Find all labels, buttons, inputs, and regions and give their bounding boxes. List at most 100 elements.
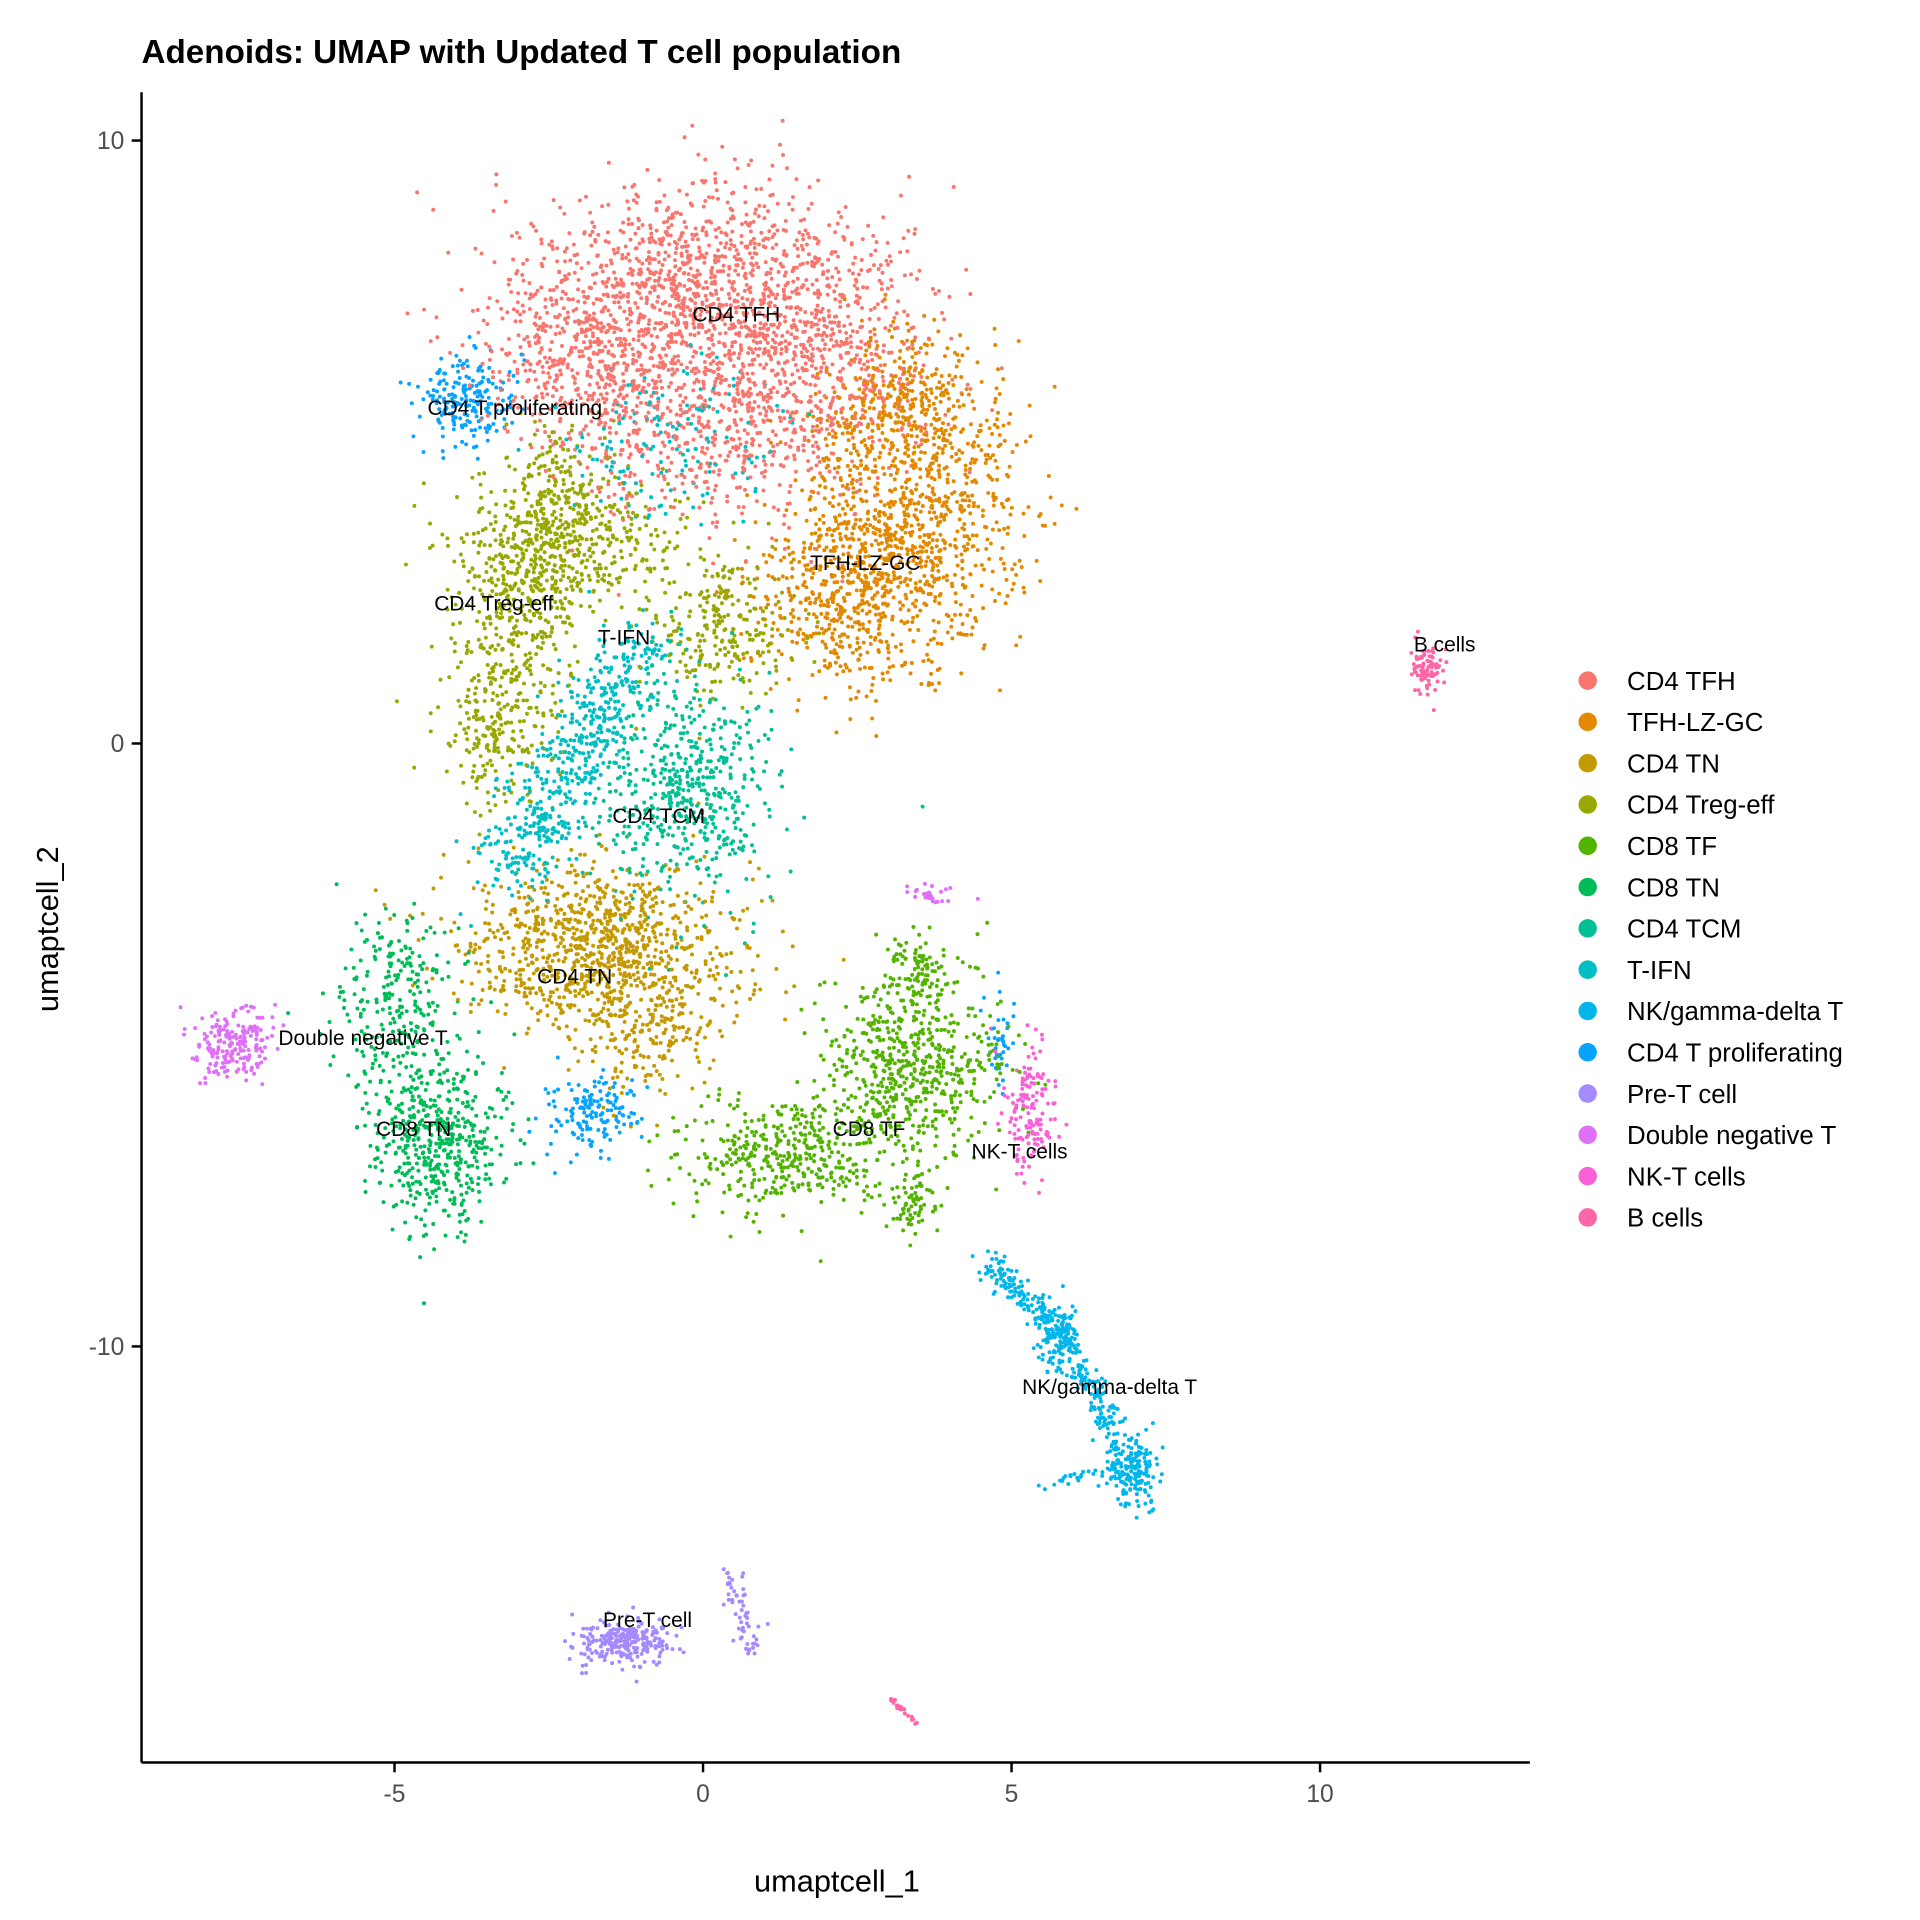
point-cd8-tn (385, 1051, 390, 1056)
point-cd4-treg-eff (472, 810, 477, 815)
point-t-ifn (524, 863, 529, 868)
point-t-ifn (612, 725, 617, 730)
point-cd4-treg-eff (736, 598, 741, 603)
point-cd4-tfh (691, 354, 696, 359)
point-cd4-tfh (757, 203, 762, 208)
point-t-ifn (647, 708, 652, 713)
point-cd4-tfh (669, 460, 674, 465)
point-cd4-tcm (553, 753, 558, 758)
point-cd4-treg-eff (512, 467, 517, 472)
point-cd8-tf (971, 1097, 976, 1102)
point-cd4-treg-eff (726, 650, 731, 655)
point-cd4-tfh (658, 355, 663, 360)
point-t-ifn (558, 789, 563, 794)
point-tfh-lz-gc (858, 666, 863, 671)
point-cd4-treg-eff (487, 556, 492, 561)
point-cd4-tn (476, 846, 481, 851)
point-cd8-tn (375, 1131, 380, 1136)
point-cd4-treg-eff (500, 692, 505, 697)
point-cd4-tfh (782, 513, 787, 518)
point-cd8-tf (871, 1013, 876, 1018)
point-nk-gamma-delta-t (1124, 1466, 1129, 1471)
point-cd8-tf (904, 1096, 908, 1101)
point-cd4-treg-eff (515, 618, 520, 623)
point-t-ifn (654, 653, 659, 657)
point-cd4-tcm (641, 842, 646, 847)
point-nk-t-cells (1007, 1130, 1012, 1135)
point-cd4-tfh (834, 314, 839, 319)
point-t-ifn (639, 632, 644, 637)
point-b-cells (1418, 692, 1423, 697)
point-cd4-tcm (724, 842, 729, 847)
point-pre-t-cell (617, 1659, 622, 1664)
point-cd8-tf (781, 1213, 786, 1218)
point-tfh-lz-gc (1026, 505, 1031, 510)
point-cd4-tcm (651, 781, 656, 786)
point-cd4-tn (663, 1027, 668, 1032)
point-cd4-t-proliferating (439, 356, 444, 361)
point-tfh-lz-gc (924, 495, 929, 500)
point-cd4-treg-eff (634, 726, 639, 731)
point-cd4-tfh (816, 346, 820, 351)
point-cd4-treg-eff (466, 640, 471, 644)
point-tfh-lz-gc (922, 533, 927, 538)
point-cd4-tfh (622, 185, 627, 190)
point-nk-gamma-delta-t (1143, 1501, 1148, 1506)
point-cd4-tfh (630, 281, 635, 286)
point-nk-gamma-delta-t (977, 1270, 982, 1275)
point-tfh-lz-gc (944, 578, 949, 583)
point-cd8-tf (960, 1080, 965, 1085)
point-cd8-tn (363, 1090, 368, 1095)
point-tfh-lz-gc (953, 537, 958, 542)
point-tfh-lz-gc (854, 588, 859, 593)
point-cd4-tfh (753, 423, 758, 428)
point-t-ifn (563, 739, 568, 744)
point-tfh-lz-gc (958, 333, 963, 338)
point-tfh-lz-gc (859, 463, 864, 468)
point-tfh-lz-gc (879, 541, 884, 545)
point-cd4-tfh (872, 305, 877, 310)
point-cd8-tn (452, 1011, 457, 1016)
point-tfh-lz-gc (904, 596, 909, 601)
point-cd4-tfh (907, 345, 912, 350)
point-cd4-tfh (845, 224, 850, 229)
point-cd8-tf (750, 1185, 755, 1190)
point-t-ifn (538, 843, 543, 848)
point-t-ifn (659, 470, 664, 475)
point-cd4-tfh (783, 441, 788, 446)
point-t-ifn (570, 716, 575, 721)
point-tfh-lz-gc (959, 552, 964, 557)
point-double-negative-t (220, 1049, 225, 1054)
point-tfh-lz-gc (809, 531, 814, 536)
point-t-ifn (563, 800, 568, 805)
point-double-negative-t (236, 1052, 241, 1057)
point-tfh-lz-gc (856, 689, 861, 694)
point-cd4-tfh (813, 315, 818, 320)
point-cd4-tcm (611, 838, 616, 843)
point-cd8-tn (360, 1106, 365, 1111)
point-cd4-tn (696, 1060, 701, 1065)
point-cd4-treg-eff (476, 550, 481, 555)
point-cd4-tfh (725, 499, 730, 504)
point-cd4-tcm (757, 786, 762, 791)
point-cd8-tf (902, 1005, 907, 1010)
point-nk-gamma-delta-t (1060, 1284, 1065, 1289)
point-cd4-tn (658, 956, 663, 961)
point-cd4-tn (542, 997, 547, 1002)
point-cd4-tfh (723, 440, 728, 445)
point-cd4-tfh (810, 282, 815, 287)
point-cd4-tfh (840, 579, 845, 584)
point-cd4-tfh (644, 257, 649, 262)
point-cd4-tn (500, 926, 505, 930)
point-cd8-tf (885, 1100, 889, 1105)
point-t-ifn (518, 855, 523, 860)
point-cd8-tn (398, 968, 403, 973)
point-tfh-lz-gc (1021, 585, 1026, 590)
point-cd8-tf (969, 1089, 974, 1094)
point-cd4-tfh (526, 377, 531, 382)
point-cd4-tfh (714, 235, 719, 240)
point-cd8-tf (900, 1074, 905, 1079)
point-cd4-tfh (422, 307, 427, 312)
point-t-ifn (516, 867, 521, 872)
point-tfh-lz-gc (924, 559, 929, 564)
